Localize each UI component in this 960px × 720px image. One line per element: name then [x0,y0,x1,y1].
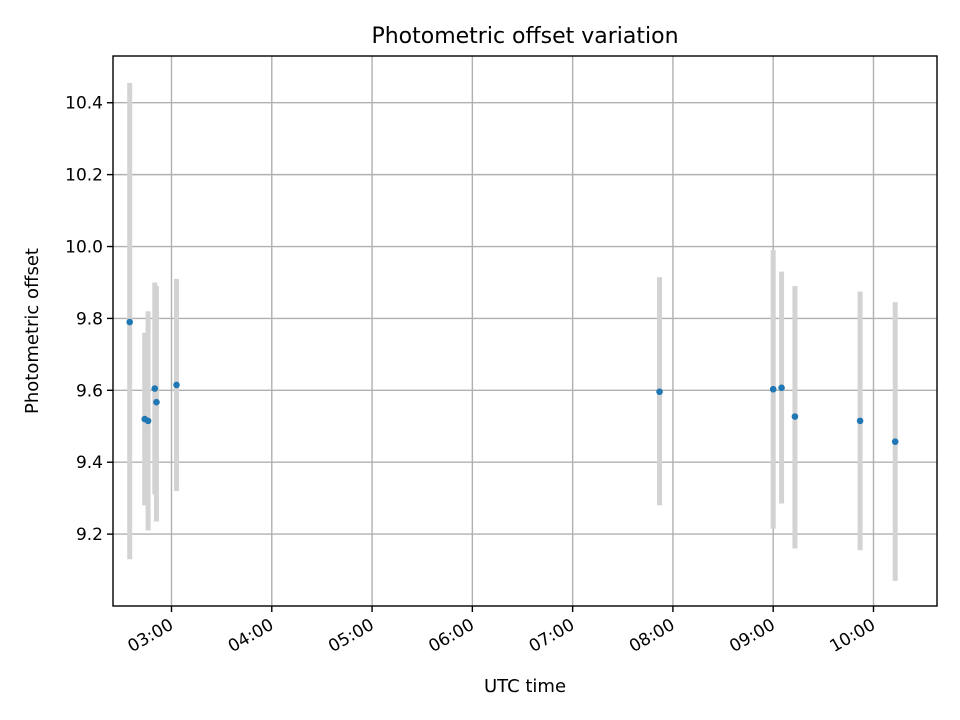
point-layer [126,318,899,446]
y-tick-label: 9.8 [76,309,103,329]
data-point [144,417,152,425]
y-axis-ticks: 9.2 9.4 9.6 9.8 10.0 10.2 10.4 [65,94,113,545]
data-point [656,388,663,396]
y-axis-label: Photometric offset [22,248,43,414]
data-point [173,381,180,389]
data-point [791,413,799,420]
data-point [778,384,785,392]
y-tick-label: 9.2 [76,525,103,545]
data-point [856,417,864,425]
y-tick-label: 10.0 [65,238,103,258]
y-tick-label: 9.4 [76,453,103,473]
chart-title: Photometric offset variation [371,24,678,49]
data-point [769,385,777,393]
y-tick-label: 10.2 [65,166,103,186]
data-point [153,398,160,406]
y-tick-label: 10.4 [65,94,103,114]
data-point [126,318,134,326]
data-point [891,438,899,446]
grid-layer [113,56,937,606]
plot-frame [112,55,938,607]
x-axis-label: UTC time [484,676,566,697]
data-point [151,385,159,392]
y-tick-label: 9.6 [76,381,103,401]
